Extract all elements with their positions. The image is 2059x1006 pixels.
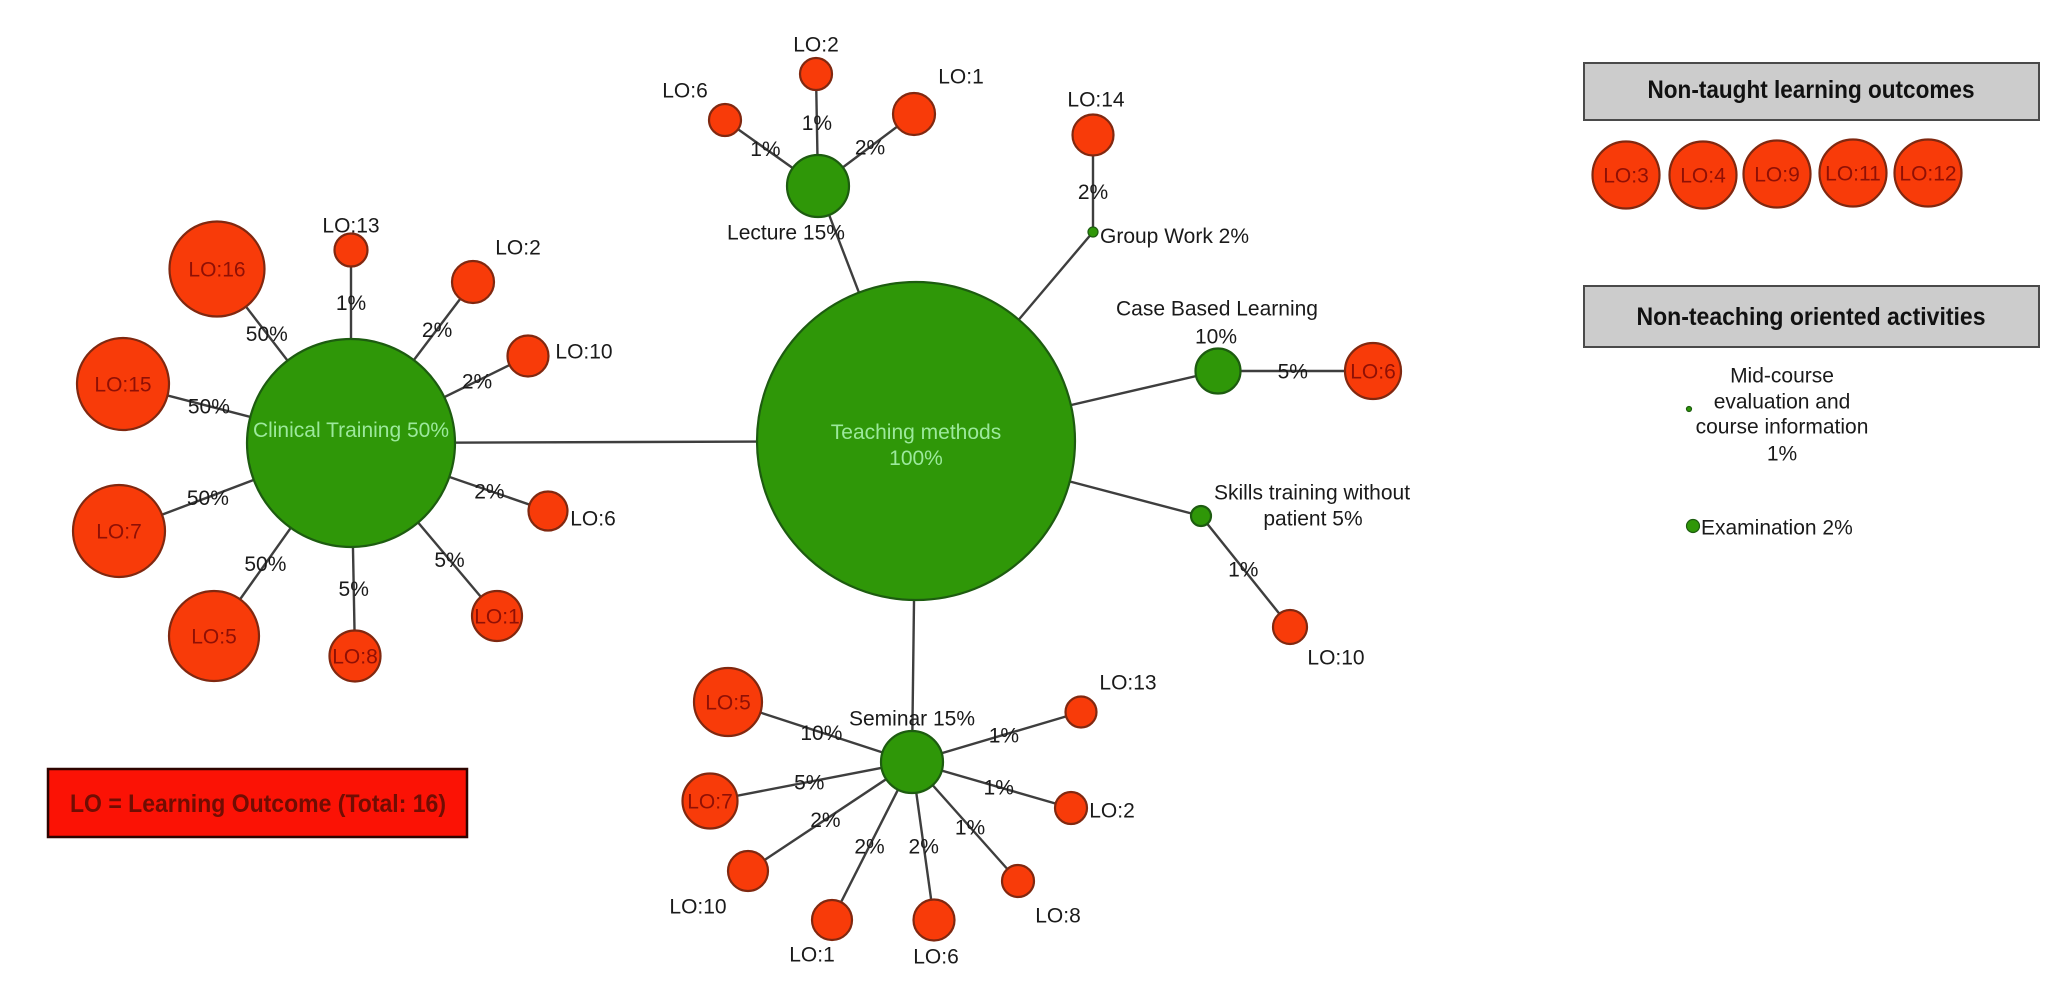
svg-text:LO:16: LO:16 (188, 259, 245, 282)
svg-text:1%: 1% (955, 817, 985, 840)
svg-text:Skills training without: Skills training without (1214, 482, 1410, 505)
svg-text:Examination 2%: Examination 2% (1701, 517, 1853, 540)
svg-text:50%: 50% (244, 553, 286, 576)
svg-text:LO:6: LO:6 (1350, 361, 1396, 384)
svg-text:LO:5: LO:5 (705, 692, 751, 715)
svg-text:Seminar 15%: Seminar 15% (849, 708, 975, 731)
svg-text:10%: 10% (800, 722, 842, 745)
svg-text:LO:6: LO:6 (913, 946, 959, 969)
svg-text:2%: 2% (1078, 181, 1108, 204)
svg-text:2%: 2% (422, 319, 452, 342)
svg-text:LO:14: LO:14 (1067, 89, 1125, 112)
svg-text:LO:8: LO:8 (1035, 905, 1081, 928)
svg-text:Lecture 15%: Lecture 15% (727, 222, 845, 245)
svg-text:Clinical Training 50%: Clinical Training 50% (253, 419, 449, 442)
svg-text:LO:13: LO:13 (322, 215, 379, 238)
svg-text:LO:6: LO:6 (570, 508, 616, 531)
svg-text:LO:13: LO:13 (1099, 672, 1156, 695)
svg-text:LO:15: LO:15 (94, 374, 151, 397)
svg-text:Mid-course: Mid-course (1730, 365, 1834, 388)
svg-text:1%: 1% (984, 777, 1014, 800)
svg-text:LO:5: LO:5 (191, 626, 237, 649)
svg-text:LO:4: LO:4 (1680, 165, 1726, 188)
svg-text:1%: 1% (1767, 443, 1797, 466)
svg-text:5%: 5% (1278, 361, 1308, 384)
svg-text:Non-taught learning outcomes: Non-taught learning outcomes (1648, 76, 1975, 104)
svg-text:2%: 2% (810, 809, 840, 832)
svg-text:LO:6: LO:6 (662, 80, 708, 103)
svg-text:LO:12: LO:12 (1899, 163, 1956, 186)
svg-text:Case Based Learning: Case Based Learning (1116, 298, 1318, 321)
svg-text:1%: 1% (989, 724, 1019, 747)
svg-text:LO:1: LO:1 (938, 66, 984, 89)
svg-text:2%: 2% (855, 137, 885, 160)
svg-text:LO:2: LO:2 (495, 237, 541, 260)
svg-text:5%: 5% (339, 578, 369, 601)
svg-text:Non-teaching oriented activiti: Non-teaching oriented activities (1637, 303, 1986, 331)
svg-text:LO:3: LO:3 (1603, 165, 1649, 188)
svg-text:LO:8: LO:8 (332, 646, 378, 669)
svg-text:LO:7: LO:7 (687, 791, 733, 814)
svg-text:2%: 2% (474, 480, 504, 503)
svg-text:Group Work 2%: Group Work 2% (1100, 225, 1249, 248)
svg-text:LO:2: LO:2 (793, 34, 839, 57)
svg-text:2%: 2% (909, 836, 939, 859)
svg-text:1%: 1% (802, 112, 832, 135)
svg-text:LO:7: LO:7 (96, 521, 142, 544)
svg-text:LO:10: LO:10 (669, 896, 726, 919)
svg-text:Teaching methods: Teaching methods (831, 421, 1001, 444)
svg-text:LO = Learning Outcome (Total:: LO = Learning Outcome (Total: 16) (70, 790, 446, 818)
svg-text:LO:1: LO:1 (789, 944, 835, 967)
svg-text:1%: 1% (336, 292, 366, 315)
svg-text:evaluation and: evaluation and (1714, 391, 1851, 414)
svg-text:LO:10: LO:10 (1307, 647, 1364, 670)
svg-text:patient 5%: patient 5% (1263, 508, 1362, 531)
svg-text:course information: course information (1696, 416, 1869, 439)
svg-text:LO:9: LO:9 (1754, 164, 1800, 187)
svg-text:10%: 10% (1195, 326, 1237, 349)
svg-text:50%: 50% (187, 487, 229, 510)
svg-text:LO:11: LO:11 (1825, 163, 1881, 186)
svg-text:LO:1: LO:1 (474, 606, 520, 629)
svg-text:LO:2: LO:2 (1089, 800, 1135, 823)
svg-text:2%: 2% (462, 371, 492, 394)
svg-text:1%: 1% (1228, 558, 1258, 581)
svg-text:100%: 100% (889, 447, 943, 470)
svg-text:5%: 5% (794, 771, 824, 794)
svg-text:LO:10: LO:10 (555, 341, 612, 364)
svg-text:1%: 1% (750, 138, 780, 161)
svg-text:50%: 50% (188, 396, 230, 419)
svg-text:5%: 5% (434, 549, 464, 572)
svg-text:50%: 50% (246, 323, 288, 346)
svg-text:2%: 2% (854, 835, 884, 858)
